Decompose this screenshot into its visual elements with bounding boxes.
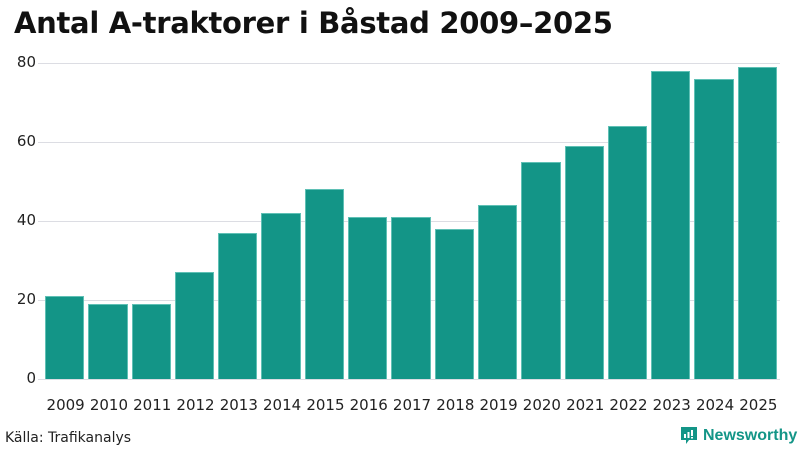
- x-tick-label: 2013: [219, 396, 258, 414]
- bar: [737, 66, 777, 379]
- x-tick-label: 2012: [176, 396, 215, 414]
- bar: [651, 70, 691, 379]
- bar: [564, 145, 604, 379]
- plot-area: [38, 63, 780, 380]
- bar: [694, 78, 734, 379]
- x-tick-label: 2010: [89, 396, 129, 414]
- x-tick-label: 2023: [652, 396, 691, 414]
- bar: [218, 232, 258, 379]
- y-tick-label: 80: [16, 53, 36, 71]
- x-tick-label: 2011: [133, 396, 172, 414]
- chart-title: Antal A-traktorer i Båstad 2009–2025: [14, 6, 613, 40]
- x-tick-label: 2014: [263, 396, 302, 414]
- x-tick-label: 2017: [392, 396, 432, 414]
- bar: [607, 126, 648, 379]
- bar: [434, 228, 474, 379]
- bar: [88, 303, 128, 379]
- bar: [477, 205, 518, 379]
- bar: [261, 213, 301, 379]
- gridline: [38, 142, 780, 143]
- x-tick-label: 2016: [349, 396, 388, 414]
- y-tick-label: 0: [26, 369, 36, 387]
- brand-logo: Newsworthy: [680, 426, 797, 446]
- y-tick-label: 60: [16, 132, 36, 150]
- x-tick-label: 2019: [479, 396, 518, 414]
- gridline: [38, 63, 780, 64]
- x-tick-label: 2018: [436, 396, 475, 414]
- bar: [521, 161, 561, 379]
- y-tick-label: 40: [16, 211, 36, 229]
- x-tick-label: 2021: [566, 396, 605, 414]
- newsworthy-logo-icon: [681, 427, 697, 444]
- x-tick-label: 2025: [739, 396, 778, 414]
- bar: [304, 189, 345, 379]
- bar: [348, 217, 388, 379]
- brand-name: Newsworthy: [703, 427, 798, 444]
- source-note: Källa: Trafikanalys: [5, 430, 132, 446]
- bar-series: [44, 63, 780, 379]
- x-tick-label: 2024: [695, 396, 735, 414]
- bar: [391, 217, 431, 379]
- bar: [45, 296, 85, 379]
- bar: [174, 272, 215, 379]
- y-tick-label: 20: [16, 290, 36, 308]
- x-tick-label: 2020: [522, 396, 561, 414]
- gridline: [38, 379, 780, 380]
- x-tick-label: 2009: [46, 396, 85, 414]
- x-tick-label: 2015: [306, 396, 345, 414]
- x-tick-label: 2022: [609, 396, 648, 414]
- bar: [131, 303, 171, 379]
